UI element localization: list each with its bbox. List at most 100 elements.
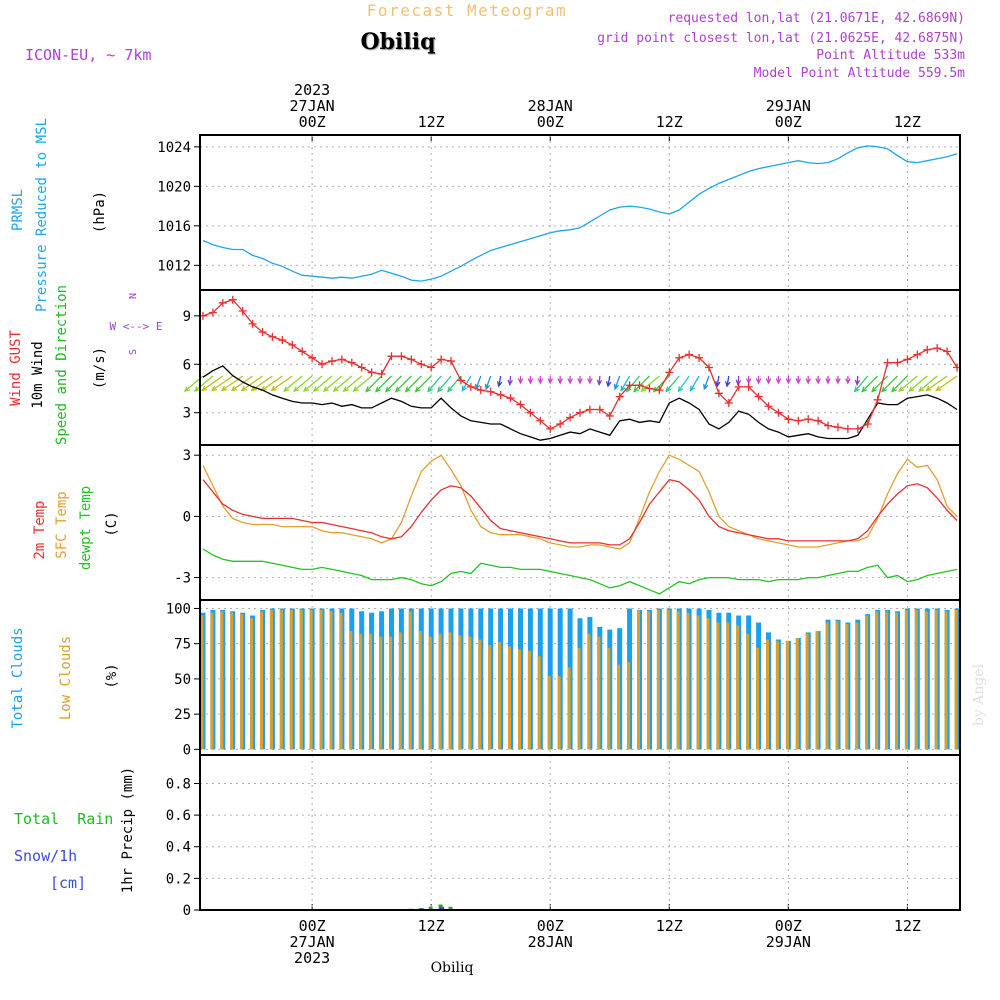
precip-ylabel: 1hr Precip (mm) bbox=[120, 767, 136, 893]
temperature-panel: -3 0 3 2m Temp SFC Temp dewpt Temp (C) bbox=[32, 444, 961, 601]
low-cloud-bar bbox=[736, 625, 740, 750]
low-cloud-bar bbox=[766, 639, 769, 750]
low-cloud-bar bbox=[240, 614, 244, 750]
low-cloud-bar bbox=[448, 632, 452, 750]
low-cloud-bar bbox=[230, 612, 234, 750]
pressure-grid bbox=[200, 135, 960, 290]
gust-marker bbox=[943, 347, 952, 356]
low-cloud-bar bbox=[865, 615, 869, 750]
low-cloud-bar bbox=[250, 618, 254, 750]
time-label-bottom: 29JAN bbox=[766, 933, 811, 951]
gust-marker bbox=[833, 423, 842, 432]
wind-arrow bbox=[785, 376, 792, 385]
wind-arrow bbox=[725, 375, 731, 388]
time-label-top: 27JAN bbox=[290, 97, 335, 115]
gust-marker bbox=[556, 420, 565, 429]
gust-marker bbox=[933, 344, 942, 353]
temp-2m-line bbox=[202, 478, 958, 546]
wind-arrow bbox=[795, 376, 802, 385]
model-point-altitude: Model Point Altitude 559.5m bbox=[754, 66, 965, 81]
gust-label: Wind GUST bbox=[8, 330, 24, 406]
y-tick-label: 1012 bbox=[157, 258, 191, 274]
low-cloud-bar bbox=[269, 609, 273, 750]
low-cloud-bar bbox=[855, 622, 859, 750]
precip-panel: 0 0.2 0.4 0.6 0.8 1hr Precip (mm) Total Rain… bbox=[14, 754, 961, 919]
gust-marker bbox=[605, 411, 614, 420]
wind-arrow bbox=[918, 375, 938, 393]
wind-arrow bbox=[384, 375, 402, 393]
low-clouds-label: Low Clouds bbox=[58, 636, 74, 720]
wind-arrow bbox=[404, 375, 422, 393]
gust-marker bbox=[546, 424, 555, 433]
wind-arrow bbox=[640, 375, 660, 393]
gust-marker bbox=[804, 415, 813, 424]
gust-marker bbox=[486, 387, 495, 396]
low-cloud-bar bbox=[567, 667, 571, 750]
y-tick-label: 1024 bbox=[157, 140, 191, 156]
wind-arrow bbox=[484, 375, 492, 391]
low-cloud-bar bbox=[418, 631, 422, 750]
wind-arrow bbox=[871, 375, 889, 393]
low-cloud-bar bbox=[527, 650, 531, 750]
wind-arrow bbox=[414, 375, 432, 393]
low-cloud-bar bbox=[835, 621, 839, 750]
cloud-bars bbox=[200, 608, 960, 750]
gust-marker bbox=[278, 336, 287, 345]
low-cloud-bar bbox=[369, 633, 373, 750]
low-cloud-bar bbox=[617, 664, 621, 750]
wind-arrow bbox=[365, 375, 383, 393]
wind-arrow bbox=[613, 375, 621, 391]
wind-arrow bbox=[527, 376, 534, 385]
low-cloud-bar bbox=[914, 609, 918, 750]
wind-arrow bbox=[210, 375, 234, 392]
low-cloud-bar bbox=[637, 609, 640, 750]
low-cloud-bar bbox=[815, 631, 819, 750]
low-cloud-bar bbox=[220, 611, 224, 750]
model-label: ICON-EU, ~ 7km bbox=[25, 46, 151, 64]
y-tick-label: 1016 bbox=[157, 219, 191, 235]
wind-arrow bbox=[861, 375, 879, 393]
low-cloud-bar bbox=[398, 632, 402, 750]
low-cloud-bar bbox=[656, 609, 660, 750]
wind-arrow bbox=[517, 376, 524, 385]
gust-marker bbox=[695, 353, 704, 362]
wind-arrow bbox=[437, 375, 452, 393]
y-tick-label: 1020 bbox=[157, 179, 191, 195]
low-cloud-bar bbox=[379, 636, 383, 750]
gust-marker bbox=[615, 392, 624, 401]
wind-arrow bbox=[200, 375, 224, 392]
time-label-top: 00Z bbox=[299, 113, 326, 131]
wind-arrow bbox=[537, 376, 544, 385]
low-cloud-bar bbox=[329, 611, 333, 750]
gust-marker bbox=[288, 340, 297, 349]
gust-marker bbox=[774, 408, 783, 417]
gust-marker bbox=[427, 363, 436, 372]
wind-arrow bbox=[845, 376, 851, 385]
wind-arrow bbox=[302, 375, 323, 393]
rain-bar bbox=[448, 906, 453, 910]
low-cloud-bar bbox=[954, 609, 958, 750]
low-cloud-bar bbox=[537, 656, 541, 750]
gust-marker bbox=[923, 345, 932, 354]
wind-arrow bbox=[312, 375, 333, 393]
gust-marker bbox=[585, 405, 594, 414]
wind-arrow bbox=[898, 375, 918, 393]
y-tick-label: 0.2 bbox=[166, 871, 191, 887]
gust-marker bbox=[843, 424, 852, 433]
low-cloud-bar bbox=[498, 642, 502, 750]
gust-marker bbox=[913, 350, 922, 359]
gust-marker bbox=[218, 298, 227, 307]
low-cloud-bar bbox=[279, 609, 283, 750]
wind-arrow bbox=[230, 375, 253, 392]
wind-arrow bbox=[854, 375, 861, 387]
low-cloud-bar bbox=[647, 611, 650, 750]
gust-marker bbox=[665, 368, 674, 377]
low-cloud-bar bbox=[686, 612, 690, 750]
snow-label: Snow/1h bbox=[14, 847, 77, 865]
wind-arrow bbox=[193, 375, 214, 393]
y-tick-label: 3 bbox=[183, 448, 191, 464]
wind-arrow bbox=[703, 375, 710, 391]
y-tick-label: 0.8 bbox=[166, 776, 191, 792]
gust-marker bbox=[724, 399, 733, 408]
